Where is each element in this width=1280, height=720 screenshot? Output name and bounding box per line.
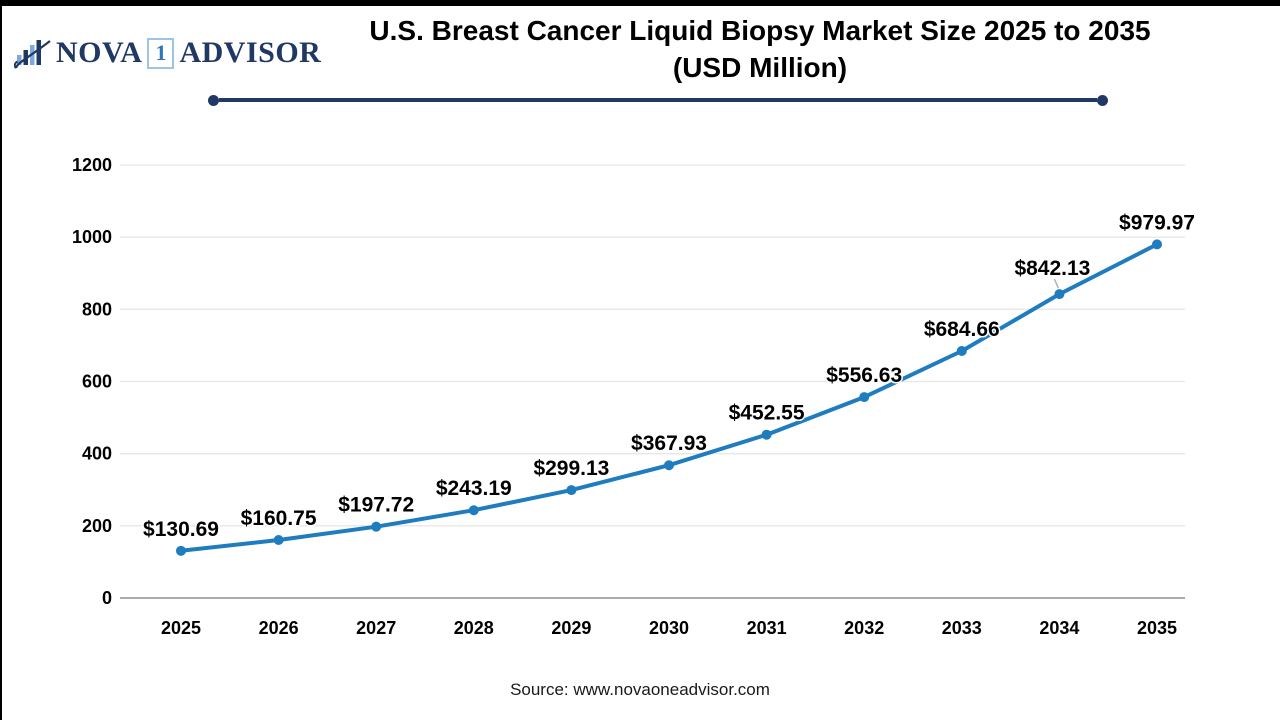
y-tick-label: 400 bbox=[82, 444, 112, 464]
data-point bbox=[176, 545, 186, 556]
nova-advisor-logo: NOVA 1 ADVISOR bbox=[14, 36, 321, 70]
data-point bbox=[1152, 239, 1162, 250]
x-tick-label: 2034 bbox=[1039, 618, 1079, 638]
data-point bbox=[468, 505, 479, 516]
data-point-label: $130.69 bbox=[143, 518, 219, 541]
data-point bbox=[566, 485, 577, 496]
line-chart: 0 200 400 600 800 1000 1200 2025 2026 2027 2028 202… bbox=[72, 155, 1197, 638]
title-underline bbox=[208, 94, 1108, 106]
data-point-label: $684.66 bbox=[924, 318, 1000, 341]
y-tick-label: 0 bbox=[102, 588, 112, 608]
logo-text-advisor: ADVISOR bbox=[179, 36, 322, 69]
underline-line bbox=[219, 98, 1097, 102]
data-point-label: $299.13 bbox=[533, 457, 609, 480]
underline-left-dot bbox=[208, 94, 219, 106]
data-point bbox=[956, 345, 967, 356]
x-tick-label: 2028 bbox=[454, 618, 494, 638]
source-text: Source: www.novaoneadvisor.com bbox=[510, 680, 770, 699]
x-tick-label: 2030 bbox=[649, 618, 689, 638]
x-tick-label: 2029 bbox=[551, 618, 591, 638]
logo-one-badge: 1 bbox=[147, 37, 175, 69]
page-title-line2: (USD Million) bbox=[672, 52, 848, 83]
data-point-label: $197.72 bbox=[338, 494, 414, 517]
page-title: U.S. Breast Cancer Liquid Biopsy Market … bbox=[280, 12, 1240, 86]
top-border bbox=[0, 0, 1280, 6]
y-tick-label: 200 bbox=[82, 516, 112, 536]
data-point bbox=[859, 392, 870, 403]
x-tick-label: 2026 bbox=[259, 618, 299, 638]
y-tick-label: 1200 bbox=[72, 155, 112, 175]
x-tick-label: 2031 bbox=[747, 618, 787, 638]
data-point-label: $243.19 bbox=[436, 477, 512, 500]
y-tick-label: 600 bbox=[82, 372, 112, 392]
data-point bbox=[664, 460, 674, 471]
data-point-label: $452.55 bbox=[729, 402, 805, 425]
data-point-label: $842.13 bbox=[1014, 257, 1090, 280]
data-point-label: $367.93 bbox=[631, 432, 707, 455]
x-tick-label: 2033 bbox=[942, 618, 982, 638]
x-tick-label: 2035 bbox=[1137, 618, 1177, 638]
bar-chart-swoosh-icon bbox=[14, 40, 51, 69]
data-point-label: $160.75 bbox=[241, 507, 317, 530]
label-leader-line bbox=[1053, 278, 1060, 289]
left-border bbox=[0, 0, 2, 720]
data-point bbox=[371, 521, 382, 532]
y-tick-label: 800 bbox=[82, 299, 112, 319]
data-point-label: $556.63 bbox=[826, 364, 902, 387]
underline-right-dot bbox=[1097, 94, 1108, 106]
data-point bbox=[1054, 289, 1065, 300]
page-title-line1: U.S. Breast Cancer Liquid Biopsy Market … bbox=[369, 15, 1151, 46]
data-point bbox=[273, 534, 284, 545]
x-tick-label: 2032 bbox=[844, 618, 884, 638]
data-point-label: $979.97 bbox=[1119, 211, 1195, 234]
logo-text-nova: NOVA bbox=[56, 36, 143, 69]
data-point bbox=[761, 429, 772, 440]
y-tick-label: 1000 bbox=[72, 227, 112, 247]
series-line bbox=[179, 242, 1159, 553]
x-tick-label: 2025 bbox=[161, 618, 201, 638]
x-tick-label: 2027 bbox=[356, 618, 396, 638]
